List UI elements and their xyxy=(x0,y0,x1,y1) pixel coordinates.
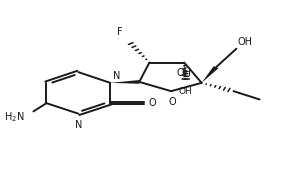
Text: H$_2$N: H$_2$N xyxy=(4,110,25,124)
Text: N: N xyxy=(75,120,82,130)
Polygon shape xyxy=(202,66,219,83)
Polygon shape xyxy=(110,80,139,84)
Text: OH: OH xyxy=(238,37,253,47)
Text: O: O xyxy=(149,98,156,108)
Text: N: N xyxy=(113,71,120,81)
Text: F: F xyxy=(117,27,122,37)
Text: OH: OH xyxy=(179,86,193,96)
Text: OH: OH xyxy=(177,68,192,78)
Text: O: O xyxy=(169,97,176,107)
